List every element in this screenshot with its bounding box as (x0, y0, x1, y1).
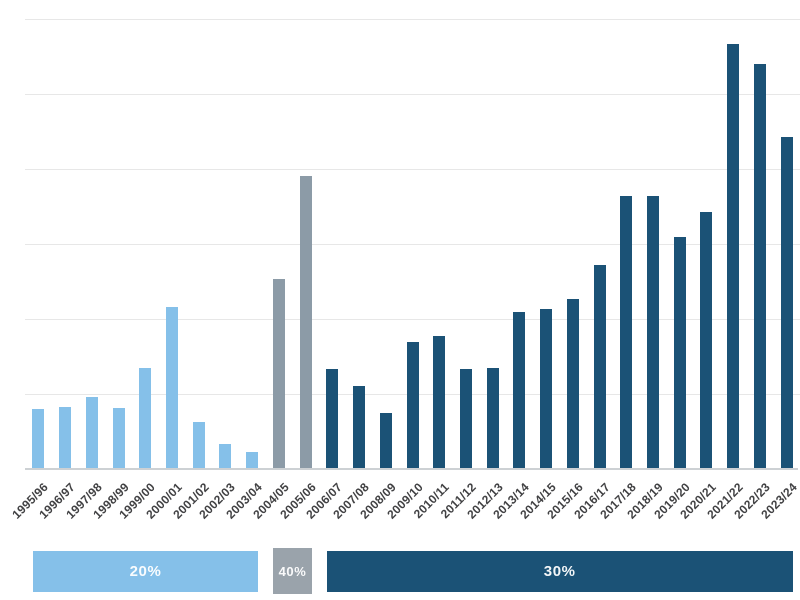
bar-1998-99 (112, 408, 125, 469)
bar-2004-05 (272, 279, 285, 469)
bar-2014-15 (540, 309, 553, 469)
bar-2011-12 (459, 369, 472, 469)
bar-2022-23 (753, 64, 766, 469)
bar-2017-18 (620, 196, 633, 469)
bar-2007-08 (353, 386, 366, 469)
gridline (25, 94, 800, 95)
legend-segment-label: 20% (129, 563, 162, 580)
bar-2012-13 (486, 368, 499, 469)
bar-2000-01 (165, 307, 178, 469)
gridline (25, 244, 800, 245)
bar-2013-14 (513, 312, 526, 469)
legend-segment-label: 30% (543, 563, 576, 580)
bar-2015-16 (566, 299, 579, 469)
bar-1995-96 (32, 409, 45, 469)
x-axis-line (25, 468, 798, 470)
bar-1997-98 (85, 397, 98, 469)
bar-2023-24 (780, 137, 793, 469)
bar-1999-00 (139, 368, 152, 469)
bar-2021-22 (727, 44, 740, 469)
legend-segment-40pct: 40% (273, 548, 312, 594)
bar-2001-02 (192, 422, 205, 469)
legend-segment-label: 40% (278, 563, 307, 579)
bar-2018-19 (647, 196, 660, 469)
bar-2003-04 (246, 452, 259, 469)
bar-2005-06 (299, 176, 312, 469)
legend-segment-30pct: 30% (326, 551, 793, 592)
legend-segment-20pct: 20% (32, 551, 259, 592)
bar-2016-17 (593, 265, 606, 469)
bar-2006-07 (326, 369, 339, 469)
bar-1996-97 (59, 407, 72, 469)
bar-2009-10 (406, 342, 419, 469)
bar-2019-20 (673, 237, 686, 469)
gridline (25, 169, 800, 170)
bar-2008-09 (379, 413, 392, 469)
bar-2002-03 (219, 444, 232, 469)
gridline (25, 319, 800, 320)
bar-2020-21 (700, 212, 713, 469)
gridline (25, 19, 800, 20)
bar-2010-11 (433, 336, 446, 469)
